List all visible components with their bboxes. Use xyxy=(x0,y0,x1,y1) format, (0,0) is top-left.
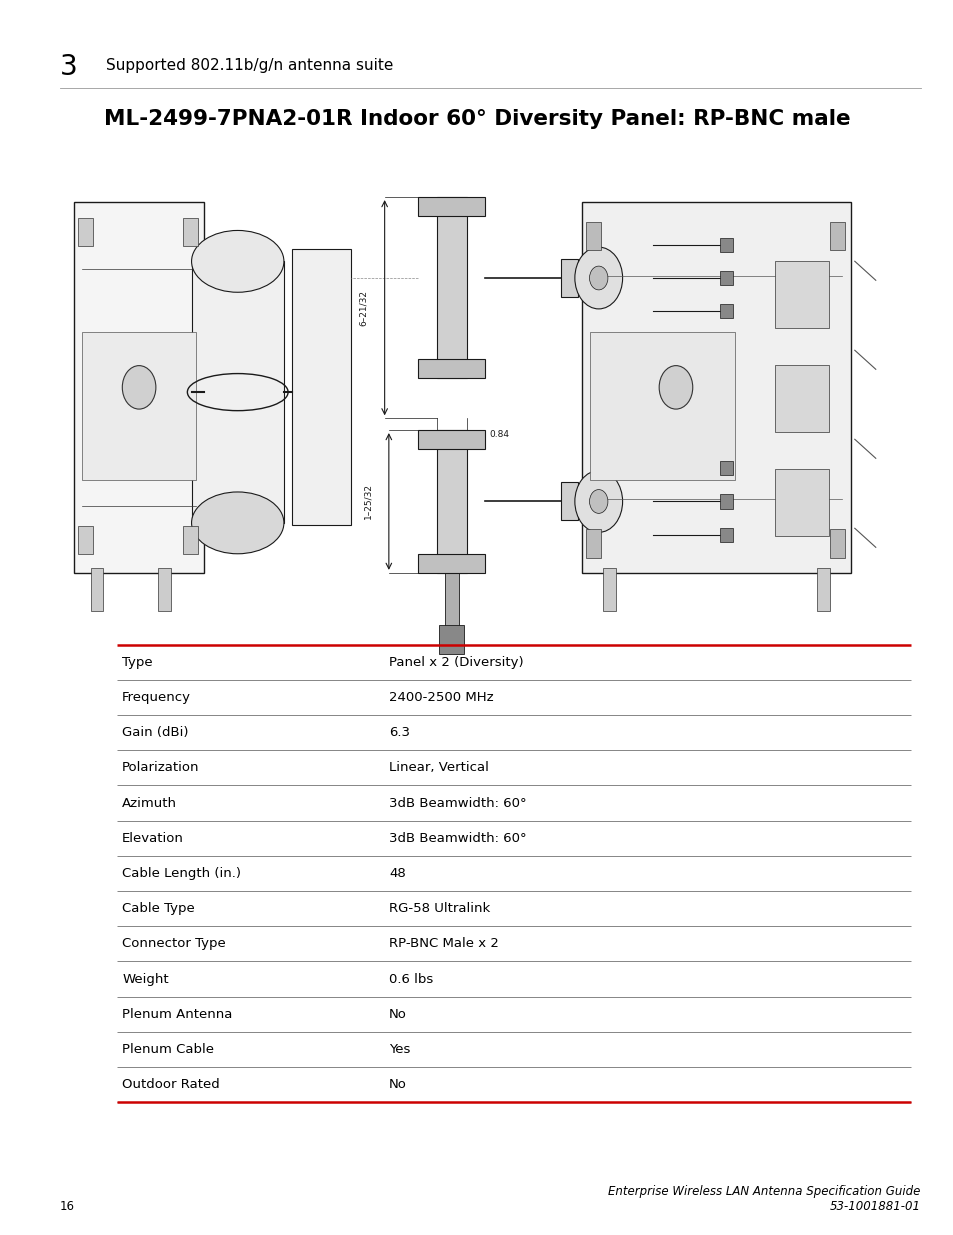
Text: Elevation: Elevation xyxy=(122,831,184,845)
Bar xyxy=(445,573,458,630)
Bar xyxy=(292,249,351,525)
Text: 48: 48 xyxy=(389,867,406,881)
Bar xyxy=(775,262,828,329)
Bar xyxy=(602,568,615,611)
Bar xyxy=(775,366,828,432)
Text: Frequency: Frequency xyxy=(122,690,191,704)
Bar xyxy=(816,568,829,611)
Bar xyxy=(720,237,732,252)
Circle shape xyxy=(575,247,622,309)
Bar xyxy=(585,221,600,251)
Bar xyxy=(158,568,171,611)
Text: Supported 802.11b/g/n antenna suite: Supported 802.11b/g/n antenna suite xyxy=(106,58,393,73)
Text: Panel x 2 (Diversity): Panel x 2 (Diversity) xyxy=(389,656,523,669)
Circle shape xyxy=(575,471,622,532)
Text: Plenum Antenna: Plenum Antenna xyxy=(122,1008,233,1021)
Text: 0.6 lbs: 0.6 lbs xyxy=(389,972,433,986)
Text: 2400-2500 MHz: 2400-2500 MHz xyxy=(389,690,494,704)
Text: RP-BNC Male x 2: RP-BNC Male x 2 xyxy=(389,937,498,951)
Bar xyxy=(560,483,578,520)
Bar xyxy=(417,553,485,573)
Bar xyxy=(91,568,103,611)
Bar xyxy=(417,198,485,216)
Bar xyxy=(183,526,198,555)
Text: 6–21/32: 6–21/32 xyxy=(358,290,368,326)
Text: No: No xyxy=(389,1078,407,1092)
Text: No: No xyxy=(389,1008,407,1021)
Text: 53-1001881-01: 53-1001881-01 xyxy=(829,1199,920,1213)
Bar xyxy=(560,259,578,296)
Bar xyxy=(436,430,466,573)
Text: Azimuth: Azimuth xyxy=(122,797,177,810)
Circle shape xyxy=(122,366,155,409)
Bar xyxy=(720,304,732,319)
Text: Type: Type xyxy=(122,656,152,669)
Ellipse shape xyxy=(192,492,284,553)
Bar xyxy=(78,217,93,247)
Bar xyxy=(720,494,732,509)
Bar xyxy=(775,469,828,536)
Text: Gain (dBi): Gain (dBi) xyxy=(122,726,189,740)
Bar xyxy=(417,430,485,450)
Bar xyxy=(192,262,284,522)
Text: 1–25/32: 1–25/32 xyxy=(363,483,372,520)
Text: Linear, Vertical: Linear, Vertical xyxy=(389,761,489,774)
Bar xyxy=(720,527,732,542)
Text: ML-2499-7PNA2-01R Indoor 60° Diversity Panel: RP-BNC male: ML-2499-7PNA2-01R Indoor 60° Diversity P… xyxy=(104,109,849,128)
Text: Weight: Weight xyxy=(122,972,169,986)
Bar xyxy=(720,270,732,285)
Text: 3: 3 xyxy=(60,53,78,82)
Bar xyxy=(438,625,464,653)
Circle shape xyxy=(589,266,607,290)
Text: 16: 16 xyxy=(60,1199,75,1213)
Circle shape xyxy=(589,489,607,514)
Text: 3dB Beamwidth: 60°: 3dB Beamwidth: 60° xyxy=(389,831,526,845)
Bar xyxy=(720,461,732,475)
Text: 3dB Beamwidth: 60°: 3dB Beamwidth: 60° xyxy=(389,797,526,810)
Text: Connector Type: Connector Type xyxy=(122,937,226,951)
Ellipse shape xyxy=(192,231,284,293)
Bar xyxy=(82,332,195,480)
Text: 0.84: 0.84 xyxy=(489,431,509,440)
Text: Polarization: Polarization xyxy=(122,761,199,774)
Text: Outdoor Rated: Outdoor Rated xyxy=(122,1078,219,1092)
Circle shape xyxy=(659,366,692,409)
Bar xyxy=(829,530,843,558)
Text: Yes: Yes xyxy=(389,1042,410,1056)
Bar xyxy=(585,530,600,558)
Bar xyxy=(417,359,485,378)
Text: Enterprise Wireless LAN Antenna Specification Guide: Enterprise Wireless LAN Antenna Specific… xyxy=(608,1184,920,1198)
Bar xyxy=(183,217,198,247)
Bar xyxy=(436,198,466,378)
Text: RG-58 Ultralink: RG-58 Ultralink xyxy=(389,902,490,915)
Text: Cable Length (in.): Cable Length (in.) xyxy=(122,867,241,881)
Text: 6.3: 6.3 xyxy=(389,726,410,740)
Text: Cable Type: Cable Type xyxy=(122,902,194,915)
Bar xyxy=(78,526,93,555)
Text: Plenum Cable: Plenum Cable xyxy=(122,1042,213,1056)
Bar xyxy=(590,332,734,480)
Bar xyxy=(74,203,204,573)
Bar xyxy=(581,203,850,573)
Bar xyxy=(829,221,843,251)
